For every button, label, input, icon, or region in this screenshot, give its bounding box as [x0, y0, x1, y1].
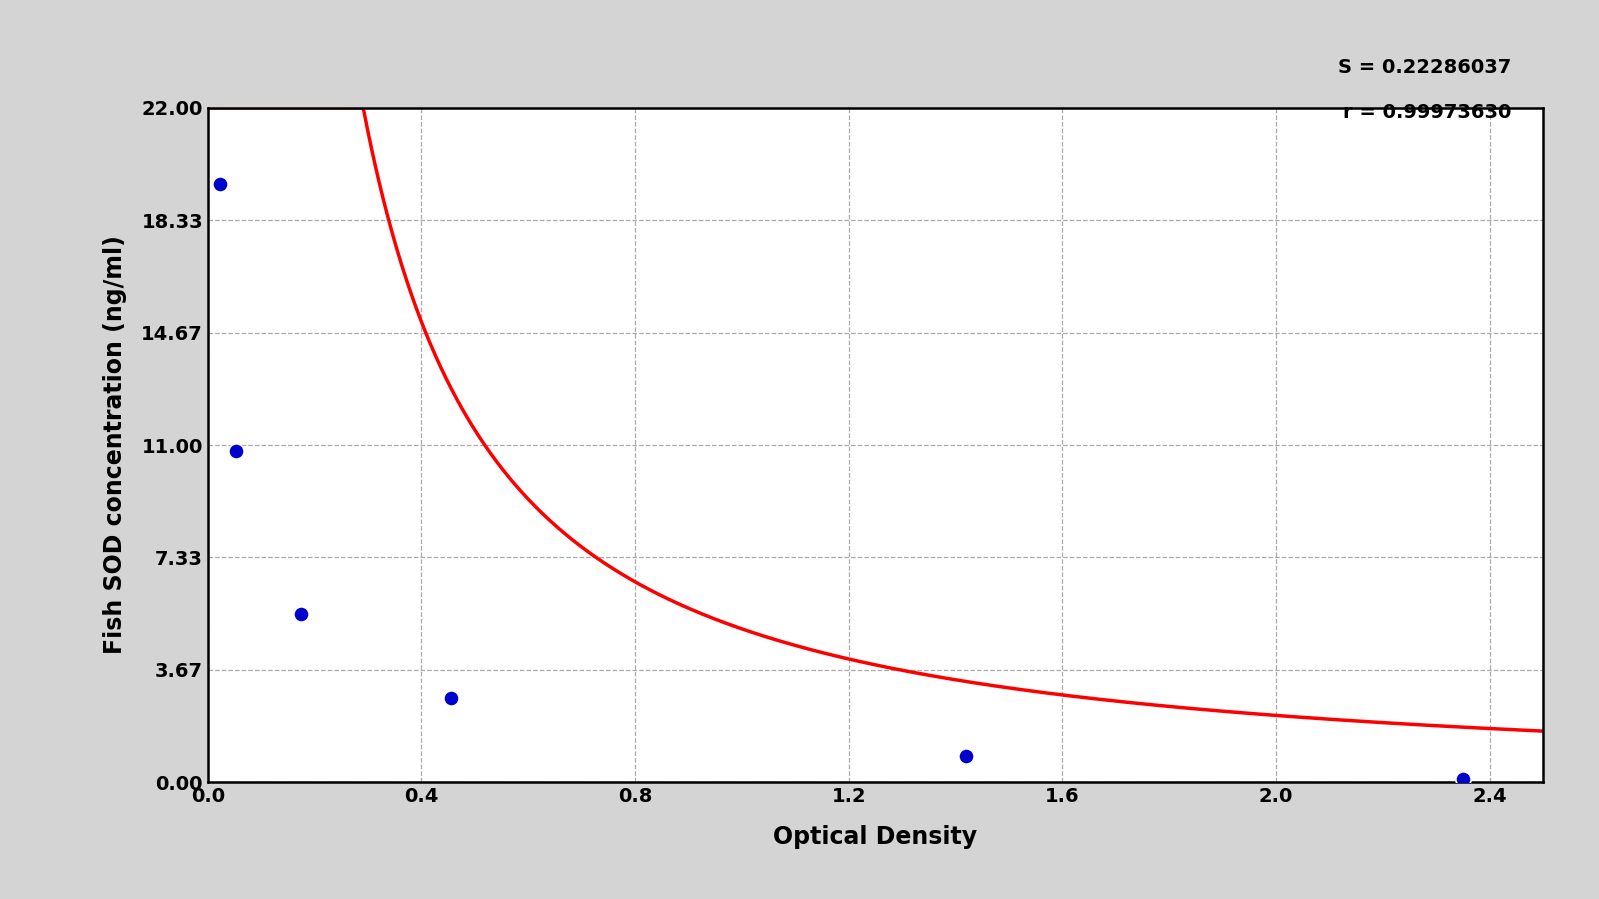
Text: r = 0.99973630: r = 0.99973630 [1343, 103, 1511, 122]
Text: S = 0.22286037: S = 0.22286037 [1338, 58, 1511, 77]
Y-axis label: Fish SOD concentration (ng/ml): Fish SOD concentration (ng/ml) [104, 236, 128, 654]
Point [222, 444, 248, 458]
Point [438, 690, 464, 705]
Point [288, 606, 313, 620]
Point [206, 177, 232, 191]
X-axis label: Optical Density: Optical Density [774, 825, 977, 850]
Point [953, 749, 979, 763]
Point [1450, 772, 1476, 787]
